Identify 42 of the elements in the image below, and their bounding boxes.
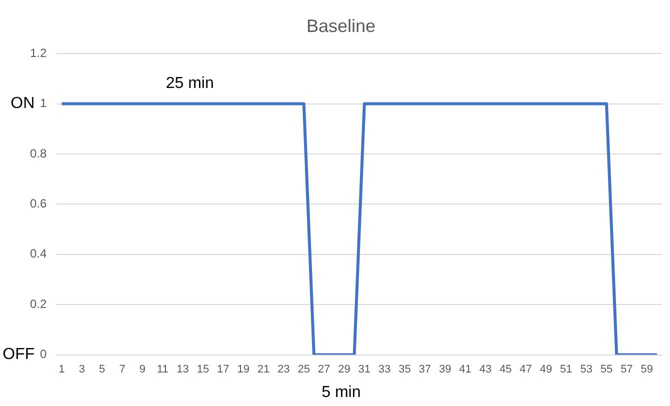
x-tick-label: 9 [139,363,146,376]
x-tick-label: 3 [78,363,85,376]
x-tick-label: 55 [600,363,613,376]
x-tick-label: 29 [338,363,350,376]
y-tick-label: 0.2 [30,296,47,311]
x-tick-label: 59 [640,363,653,376]
x-tick-label: 31 [358,363,371,376]
x-tick-label: 51 [560,363,572,376]
x-tick-label: 1 [58,363,65,376]
x-tick-label: 15 [196,363,210,376]
x-tick-label: 37 [418,363,432,376]
annotation: 25 min [166,75,214,92]
x-tick-label: 23 [278,363,290,376]
y-tick-label: 0.6 [30,196,47,211]
x-tick-label: 5 [99,363,106,376]
y-tick-label: 0.4 [30,246,47,261]
x-tick-label: 49 [540,363,552,376]
x-tick-label: 19 [237,363,250,376]
x-tick-label: 21 [257,363,270,376]
x-tick-label: 45 [500,363,512,376]
text: ON [10,95,35,112]
x-tick-label: 11 [156,363,168,376]
y-tick-label: 1 [40,96,47,110]
x-tick-label: 53 [580,363,592,376]
x-tick-label: 27 [318,363,330,376]
x-tick-label: 25 [298,363,310,376]
x-tick-label: 41 [459,363,472,376]
y-tick-label: 0.8 [30,146,47,160]
x-tick-label: 47 [520,363,532,376]
chart-title: Baseline [306,16,376,36]
text: OFF [2,346,35,364]
text: 5 min [322,384,361,402]
x-tick-label: 33 [378,363,391,376]
x-tick-label: 17 [217,363,230,376]
x-tick-label: 57 [620,363,633,376]
x-tick-label: 35 [398,363,411,376]
y-tick-label: 0 [40,347,47,362]
x-tick-label: 43 [479,363,492,376]
x-tick-label: 7 [119,363,126,376]
y-tick-label: 1.2 [30,46,47,60]
x-tick-label: 39 [438,363,452,376]
x-tick-label: 13 [176,363,189,376]
